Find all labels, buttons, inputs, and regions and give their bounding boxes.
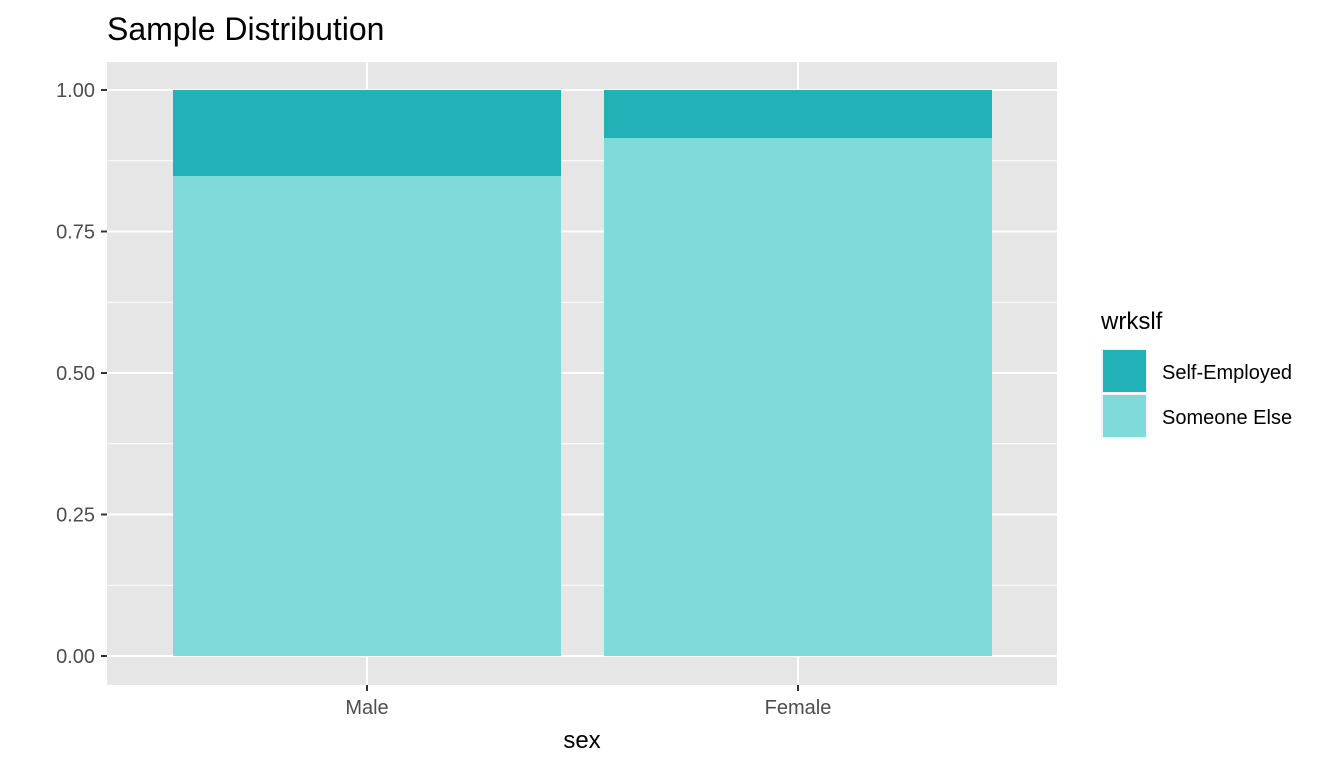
legend-swatch — [1103, 395, 1146, 437]
y-tick-label: 0.50 — [56, 363, 95, 385]
chart-title: Sample Distribution — [107, 11, 384, 47]
x-tick-label: Female — [765, 697, 832, 719]
legend-label: Someone Else — [1162, 407, 1292, 429]
x-tick-label: Male — [345, 697, 388, 719]
bars — [173, 90, 992, 657]
legend: wrkslf Self-Employed Someone Else — [1100, 308, 1292, 438]
bar-segment — [604, 90, 992, 139]
bar-segment — [173, 90, 561, 177]
y-tick-label: 0.25 — [56, 505, 95, 527]
legend-swatch — [1103, 350, 1146, 392]
axes: 0.00 0.25 0.50 0.75 1.00 Male Female — [56, 80, 831, 719]
bar-segment — [173, 176, 561, 657]
legend-label: Self-Employed — [1162, 362, 1292, 384]
y-tick-label: 1.00 — [56, 80, 95, 102]
y-tick-label: 0.00 — [56, 646, 95, 668]
bar-segment — [604, 138, 992, 657]
x-axis-title: sex — [563, 727, 600, 754]
y-tick-label: 0.75 — [56, 222, 95, 244]
legend-title: wrkslf — [1100, 308, 1163, 335]
